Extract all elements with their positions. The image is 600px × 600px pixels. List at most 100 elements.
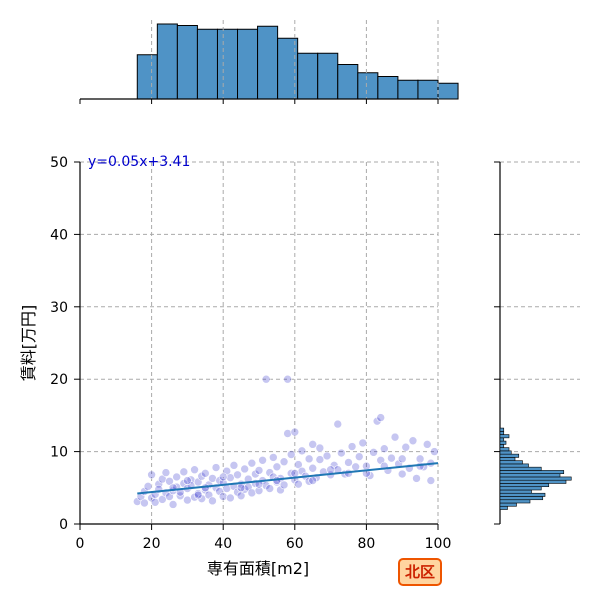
- scatter-point: [197, 494, 207, 503]
- scatter-point: [254, 466, 264, 475]
- top-hist-bar: [257, 25, 279, 100]
- scatter-point: [218, 492, 228, 501]
- right-hist-bar: [499, 473, 561, 478]
- top-hist-bar: [357, 72, 379, 100]
- top-hist-bar: [377, 76, 399, 100]
- regression-equation-label: y=0.05x+3.41: [88, 154, 190, 170]
- scatter-point: [294, 460, 303, 469]
- right-hist-bar: [499, 479, 567, 484]
- x-tick-label: 80: [357, 536, 375, 552]
- scatter-point: [211, 463, 221, 472]
- scatter-point: [308, 463, 318, 473]
- scatter-point: [218, 472, 228, 482]
- scatter-point: [172, 472, 181, 482]
- scatter-point: [140, 498, 149, 508]
- top-histogram: [136, 23, 459, 100]
- scatter-point: [150, 497, 160, 507]
- scatter-point: [179, 479, 189, 488]
- top-hist-bar: [156, 23, 178, 100]
- scatter-point: [297, 446, 307, 456]
- scatter-point: [240, 464, 249, 474]
- scatter-point: [247, 488, 257, 498]
- scatter-point: [190, 465, 199, 475]
- right-hist-bar: [499, 499, 531, 504]
- scatter-point: [315, 443, 325, 453]
- right-hist-bar: [499, 496, 544, 501]
- scatter-point: [372, 416, 382, 426]
- right-hist-bar: [499, 437, 505, 442]
- scatter-point: [354, 452, 364, 461]
- scatter-point: [147, 493, 156, 503]
- scatter-point: [415, 454, 425, 464]
- scatter-point: [279, 480, 289, 490]
- top-hist-bar: [136, 54, 158, 100]
- scatter-point: [183, 476, 192, 485]
- scatter-point: [258, 455, 267, 465]
- scatter-point: [132, 497, 142, 506]
- top-hist-bar: [237, 28, 259, 100]
- right-hist-bar: [499, 505, 508, 510]
- regression-line: [137, 462, 439, 495]
- top-hist-bar: [297, 52, 319, 100]
- right-hist-bar: [499, 457, 516, 461]
- scatter-point: [261, 374, 271, 384]
- scatter-point: [308, 476, 318, 485]
- scatter-point: [236, 483, 246, 493]
- scatter-point: [226, 493, 235, 503]
- right-hist-bar: [499, 431, 505, 435]
- y-tick-label: 30: [50, 300, 68, 316]
- top-hist-bar: [196, 28, 218, 100]
- scatter-point: [337, 448, 346, 458]
- right-hist-bar: [499, 444, 505, 448]
- scatter-point: [304, 476, 314, 486]
- scatter-point: [344, 458, 353, 467]
- scatter-point: [233, 470, 242, 480]
- scatter-point: [283, 429, 292, 438]
- scatter-point: [201, 469, 210, 478]
- right-hist-bar: [499, 460, 523, 465]
- scatter-point: [154, 479, 164, 489]
- scatter-point: [276, 485, 285, 495]
- right-hist-bar: [499, 466, 542, 471]
- scatter-point: [369, 448, 378, 457]
- x-tick-label: 100: [425, 536, 452, 552]
- right-hist-bar: [499, 453, 520, 458]
- right-hist-bar: [499, 440, 507, 445]
- main-axes: 0 20 40 60 80 100 0 10 20 30 40 50: [50, 98, 501, 552]
- scatter-point: [279, 457, 289, 467]
- scatter-point: [168, 500, 178, 509]
- scatter-point: [269, 453, 278, 462]
- top-hist-bar: [437, 82, 459, 100]
- right-hist-bar: [499, 447, 510, 452]
- scatter-point: [251, 469, 260, 479]
- scatter-point: [290, 469, 300, 478]
- right-hist-bar: [499, 427, 505, 432]
- right-hist-bar: [499, 492, 546, 497]
- scatter-point: [297, 466, 307, 476]
- top-hist-bar: [337, 64, 359, 100]
- x-tick-label: 20: [143, 536, 161, 552]
- scatter-point: [208, 474, 217, 483]
- district-badge: 北区: [398, 558, 443, 586]
- scatter-point: [315, 455, 325, 464]
- scatter-point: [286, 450, 296, 459]
- scatter-point: [147, 470, 156, 480]
- main-gridlines: [80, 20, 580, 524]
- scatter-point: [183, 495, 192, 505]
- scatter-point: [265, 484, 275, 493]
- scatter-point: [143, 482, 153, 491]
- scatter-point: [322, 451, 332, 461]
- right-hist-bar: [499, 483, 550, 488]
- scatter-point: [158, 474, 167, 484]
- scatter-point: [175, 491, 185, 501]
- scatter-point: [308, 440, 318, 449]
- scatter-point: [193, 490, 203, 500]
- x-axis-title: 専有面積[m2]: [207, 559, 309, 578]
- scatter-point: [390, 432, 400, 442]
- scatter-point: [179, 467, 189, 477]
- top-hist-bar: [417, 79, 439, 100]
- right-histogram: [499, 427, 572, 510]
- y-tick-label: 40: [50, 227, 68, 243]
- right-hist-bar: [499, 476, 572, 481]
- scatter-point: [261, 481, 271, 490]
